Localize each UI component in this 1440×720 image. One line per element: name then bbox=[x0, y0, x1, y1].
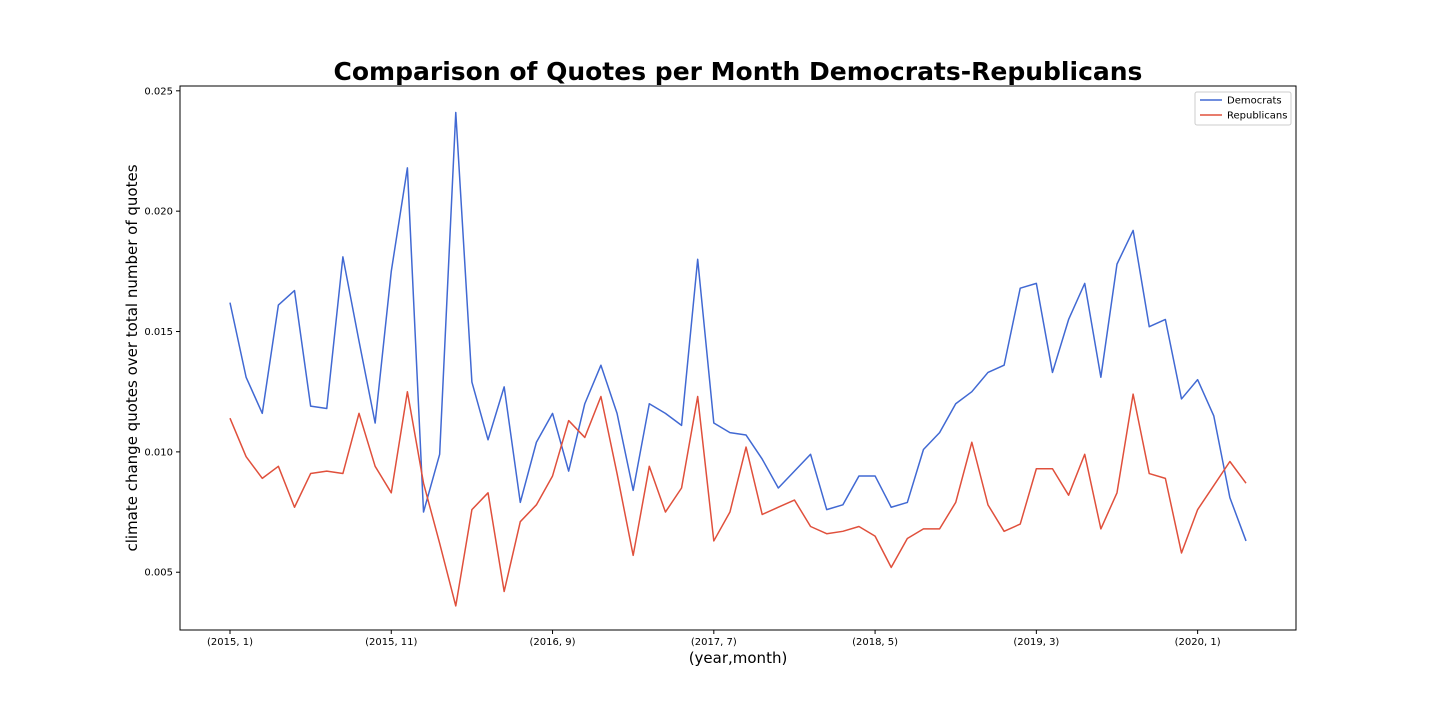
series-line-republicans bbox=[229, 390, 1247, 607]
chart-title: Comparison of Quotes per Month Democrats… bbox=[334, 57, 1143, 86]
y-tick-label: 0.025 bbox=[144, 86, 173, 97]
plot-frame bbox=[179, 85, 1297, 631]
y-tick-label: 0.010 bbox=[144, 447, 173, 458]
y-tick-label: 0.020 bbox=[144, 207, 173, 218]
y-axis-label: climate change quotes over total number … bbox=[123, 164, 141, 551]
x-tick-label: (2015, 1) bbox=[207, 637, 253, 648]
x-tick-label: (2015, 11) bbox=[365, 637, 417, 648]
x-axis-label: (year,month) bbox=[689, 649, 788, 667]
y-tick-label: 0.005 bbox=[144, 568, 173, 579]
legend-label-democrats: Democrats bbox=[1227, 96, 1282, 107]
series-layer bbox=[229, 111, 1247, 607]
y-axis: 0.005 0.010 0.015 0.020 0.025 bbox=[144, 86, 180, 579]
x-tick-label: (2017, 7) bbox=[691, 637, 737, 648]
x-tick-label: (2016, 9) bbox=[530, 637, 576, 648]
legend-items: Democrats Republicans bbox=[1200, 96, 1287, 122]
x-tick-label: (2018, 5) bbox=[852, 637, 898, 648]
plot-area bbox=[179, 85, 1297, 631]
x-axis: (2015, 1) (2015, 11) (2016, 9) (2017, 7) (20… bbox=[207, 630, 1221, 648]
series-line-democrats bbox=[229, 111, 1247, 542]
x-tick-label: (2019, 3) bbox=[1013, 637, 1059, 648]
y-tick-label: 0.015 bbox=[144, 327, 173, 338]
legend: Democrats Republicans bbox=[1194, 91, 1292, 126]
legend-label-republicans: Republicans bbox=[1227, 111, 1287, 122]
x-tick-label: (2020, 1) bbox=[1175, 637, 1221, 648]
